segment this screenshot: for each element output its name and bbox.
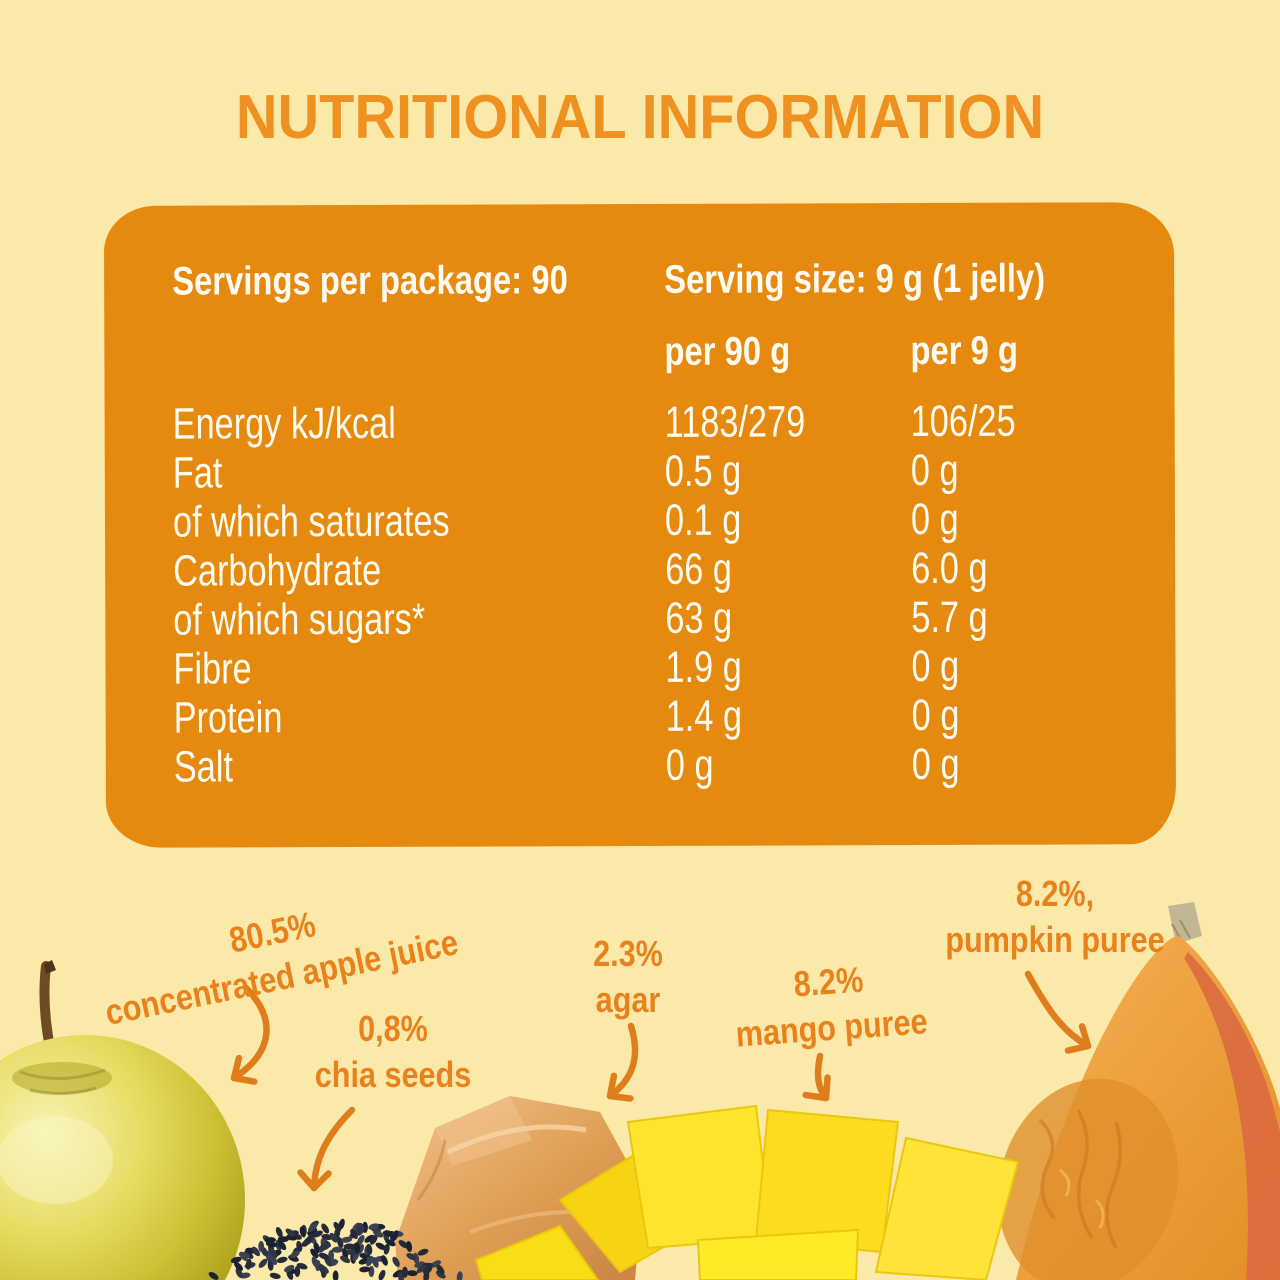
pumpkin-slice-image (997, 902, 1280, 1280)
apple-juice-arrow-icon (230, 984, 270, 1085)
servings-per-package-label: Servings per package: 90 (172, 258, 568, 304)
nutrient-label: Fat (172, 448, 223, 498)
nutrient-label: Carbohydrate (173, 545, 382, 596)
nutrition-panel: Servings per package: 90 Serving size: 9… (103, 202, 1177, 848)
callout-name: chia seeds (314, 1054, 472, 1095)
value-per-90g: 0.1 g (664, 495, 742, 545)
callout-chia-seeds: 0,8% chia seeds (291, 1006, 495, 1098)
mango-puree-arrow-icon (802, 1052, 831, 1102)
apple-image (0, 960, 245, 1280)
value-per-9g: 0 g (911, 690, 960, 741)
nutrient-label: Salt (173, 742, 234, 792)
value-per-9g: 106/25 (910, 396, 1016, 447)
column-header-per-90g: per 90 g (664, 329, 791, 374)
serving-size-label: Serving size: 9 g (1 jelly) (664, 256, 1046, 302)
nutrient-label: of which sugars* (173, 594, 426, 645)
nutrient-row: Carbohydrate 66 g 6.0 g (173, 543, 1149, 596)
column-header-per-9g: per 9 g (910, 328, 1019, 374)
nutrient-row: of which saturates 0.1 g 0 g (172, 494, 1149, 547)
callout-arrows (230, 970, 1092, 1192)
nutrition-table: Energy kJ/kcal 1183/279 106/25 Fat 0.5 g… (172, 396, 1150, 792)
value-per-90g: 1183/279 (664, 397, 806, 447)
callout-agar: 2.3% agar (543, 931, 713, 1023)
nutrient-row: Salt 0 g 0 g (173, 739, 1150, 792)
nutrient-row: Fat 0.5 g 0 g (172, 445, 1149, 498)
value-per-9g: 0 g (910, 494, 959, 545)
value-per-9g: 0 g (911, 739, 960, 790)
callout-name: agar (595, 979, 661, 1020)
nutrient-row: Energy kJ/kcal 1183/279 106/25 (172, 396, 1149, 449)
nutrient-row: Protein 1.4 g 0 g (173, 690, 1150, 743)
nutrient-label: of which saturates (172, 496, 450, 547)
nutrient-label: Protein (173, 693, 283, 743)
mango-cubes-image (474, 1104, 1020, 1280)
agar-jelly-image (395, 1096, 643, 1280)
chia-seeds-arrow-icon (297, 1106, 356, 1192)
callout-name: pumpkin puree (945, 919, 1165, 960)
value-per-90g: 63 g (665, 593, 733, 643)
callout-mango-puree: 8.2% mango puree (717, 951, 944, 1058)
value-per-9g: 6.0 g (911, 543, 988, 594)
value-per-9g: 0 g (911, 641, 960, 692)
callout-percent: 0,8% (358, 1008, 428, 1049)
callout-percent: 2.3% (593, 933, 663, 974)
pumpkin-puree-arrow-icon (1024, 970, 1092, 1054)
value-per-9g: 0 g (910, 445, 959, 496)
chia-seeds-image (208, 1218, 463, 1280)
callout-pumpkin-puree: 8.2%, pumpkin puree (928, 871, 1183, 963)
value-per-90g: 66 g (665, 544, 733, 594)
value-per-9g: 5.7 g (911, 592, 988, 643)
value-per-90g: 1.9 g (665, 642, 742, 692)
value-per-90g: 0 g (665, 740, 714, 790)
nutrient-label: Fibre (173, 644, 252, 694)
nutrient-row: Fibre 1.9 g 0 g (173, 641, 1149, 694)
agar-arrow-icon (606, 1022, 639, 1102)
page-title: NUTRITIONAL INFORMATION (235, 83, 1045, 152)
value-per-90g: 1.4 g (665, 691, 743, 741)
value-per-90g: 0.5 g (664, 446, 742, 496)
nutrient-row: of which sugars* 63 g 5.7 g (173, 592, 1149, 645)
nutrient-label: Energy kJ/kcal (172, 398, 396, 449)
callout-percent: 8.2%, (1015, 873, 1095, 914)
